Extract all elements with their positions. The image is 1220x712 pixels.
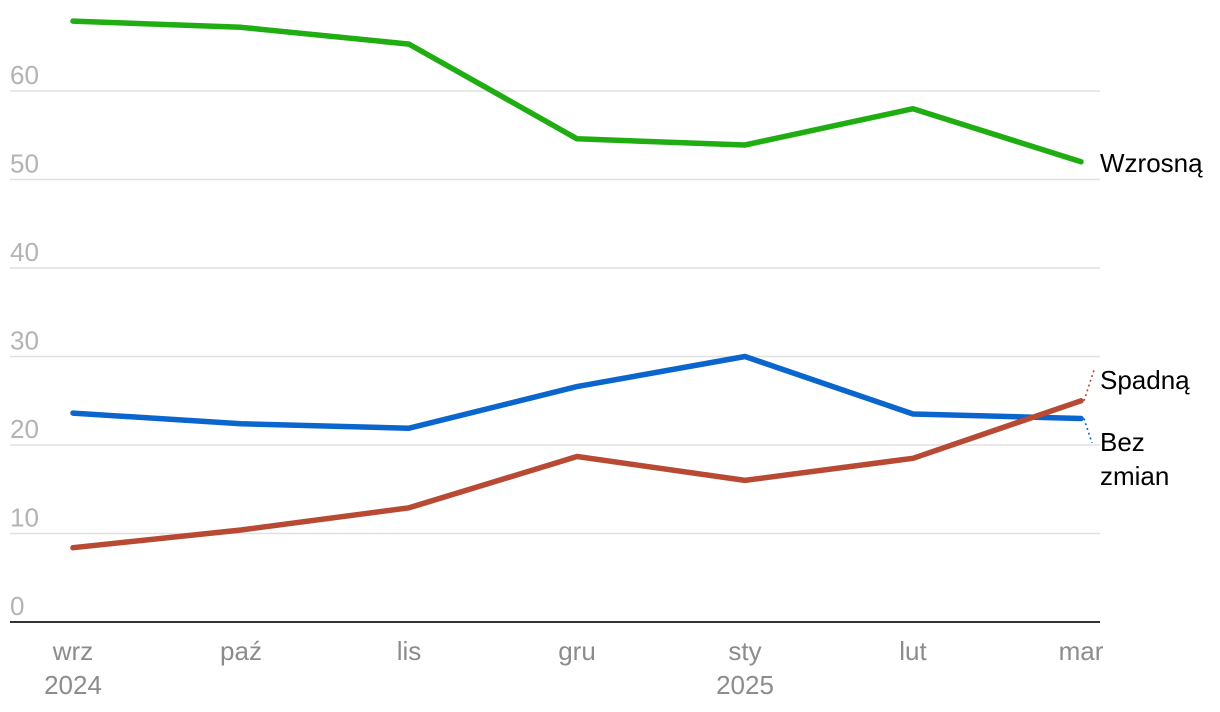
- x-tick-label-4: sty: [728, 636, 761, 666]
- y-tick-label-0: 0: [10, 591, 24, 621]
- y-tick-label-10: 10: [10, 503, 39, 533]
- y-axis-ticks: 0 10 20 30 40 50 60: [10, 60, 39, 621]
- y-tick-label-50: 50: [10, 149, 39, 179]
- x-year-label-2024: 2024: [44, 670, 102, 700]
- y-tick-label-60: 60: [10, 60, 39, 90]
- x-tick-label-6: mar: [1059, 636, 1104, 666]
- series-label-2: Spadną: [1100, 365, 1190, 395]
- series-line-2: [70, 398, 1084, 551]
- x-year-label-2025: 2025: [716, 670, 774, 700]
- x-axis-ticks: wrz paź lis gru sty lut mar 2024 2025: [44, 636, 1104, 700]
- series-label-0: Wzrosną: [1100, 148, 1203, 178]
- gridlines: [10, 90, 1100, 535]
- x-tick-label-3: gru: [558, 636, 596, 666]
- series-leader-2: [1083, 369, 1095, 401]
- series-labels: Wzrosną Bez zmian Spadną: [1083, 148, 1203, 491]
- x-tick-label-1: paź: [220, 636, 262, 666]
- series-lines: [70, 18, 1084, 551]
- series-leader-1: [1083, 418, 1093, 444]
- x-tick-label-0: wrz: [52, 636, 93, 666]
- y-tick-label-40: 40: [10, 237, 39, 267]
- series-line-1: [70, 353, 1084, 431]
- x-tick-label-5: lut: [899, 636, 927, 666]
- y-tick-label-30: 30: [10, 326, 39, 356]
- series-label-1-line-0: Bez: [1100, 427, 1145, 457]
- x-tick-label-2: lis: [397, 636, 422, 666]
- series-line-0: [70, 18, 1084, 165]
- series-label-1-line-1: zmian: [1100, 461, 1169, 491]
- y-tick-label-20: 20: [10, 414, 39, 444]
